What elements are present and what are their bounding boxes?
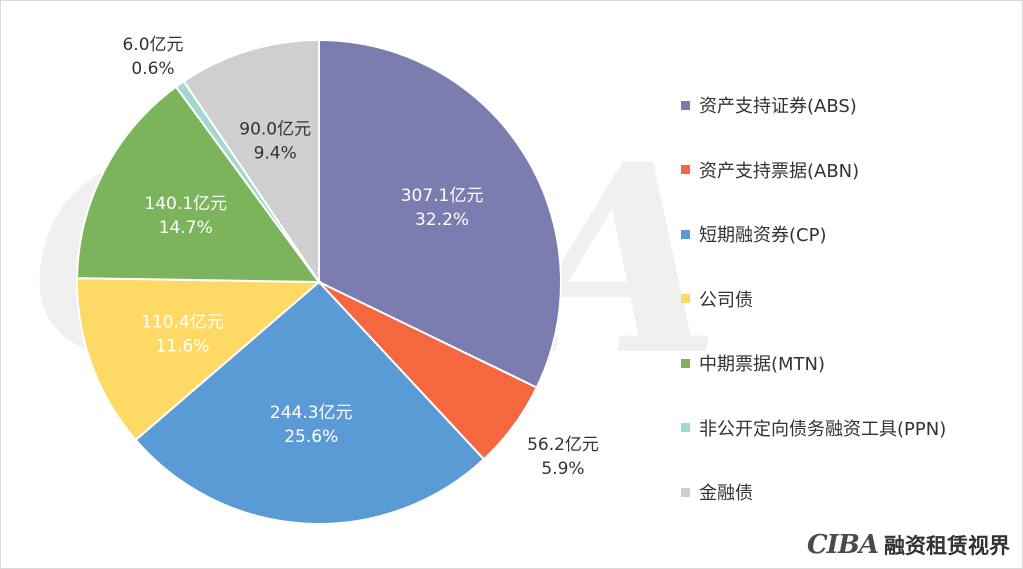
slice-percent-label: 14.7% [159,218,213,238]
pie-slice [318,38,562,389]
slice-value-label: 307.1亿元 [401,186,484,206]
legend-swatch [681,487,690,497]
chart-legend: 资产支持证券(ABS) 资产支持票据(ABN) 短期融资券(CP) 公司债中期票据(M… [681,73,1011,525]
brand-name: 融资租赁视界 [884,533,1010,558]
brand-footer: CIBA 融资租赁视界 [807,530,1010,560]
legend-swatch [681,229,690,239]
brand-logo: CIBA [806,530,879,560]
legend-item: 短期融资券(CP) [681,202,1011,267]
slice-percent-label: 5.9% [541,459,584,479]
legend-label: 金融债 [699,483,753,505]
pie-slice [134,280,486,525]
slice-percent-label: 25.6% [284,427,338,447]
legend-item: 公司债 [681,267,1011,332]
slice-value-label: 90.0亿元 [239,120,311,140]
legend-item: 金融债 [681,460,1011,525]
slice-value-label: 56.2亿元 [527,435,599,455]
slice-percent-label: 32.2% [415,210,469,230]
legend-item: 资产支持票据(ABN) [681,138,1011,203]
slice-value-label: 244.3亿元 [270,403,353,423]
slice-percent-label: 9.4% [254,144,297,164]
legend-label: 中期票据(MTN) [699,354,826,376]
slice-value-label: 110.4亿元 [141,312,224,332]
slice-value-label: 6.0亿元 [122,35,183,55]
legend-swatch [681,165,690,175]
pie-slice [76,85,321,284]
pie-slice [182,38,320,286]
legend-label: 短期融资券(CP) [699,225,827,247]
legend-label: 非公开定向债务融资工具(PPN) [699,418,947,440]
slice-value-label: 140.1亿元 [144,194,227,214]
legend-item: 非公开定向债务融资工具(PPN) [681,396,1011,461]
slice-percent-label: 0.6% [131,59,174,79]
legend-swatch [681,294,690,304]
legend-swatch [681,423,690,433]
legend-label: 资产支持证券(ABS) [699,96,857,118]
legend-item: 中期票据(MTN) [681,331,1011,396]
legend-label: 公司债 [699,289,753,311]
pie-slice [76,277,322,442]
legend-swatch [681,100,690,110]
slice-percent-label: 11.6% [155,336,209,356]
legend-label: 资产支持票据(ABN) [699,160,860,182]
legend-item: 资产支持证券(ABS) [681,73,1011,138]
legend-swatch [681,358,690,368]
